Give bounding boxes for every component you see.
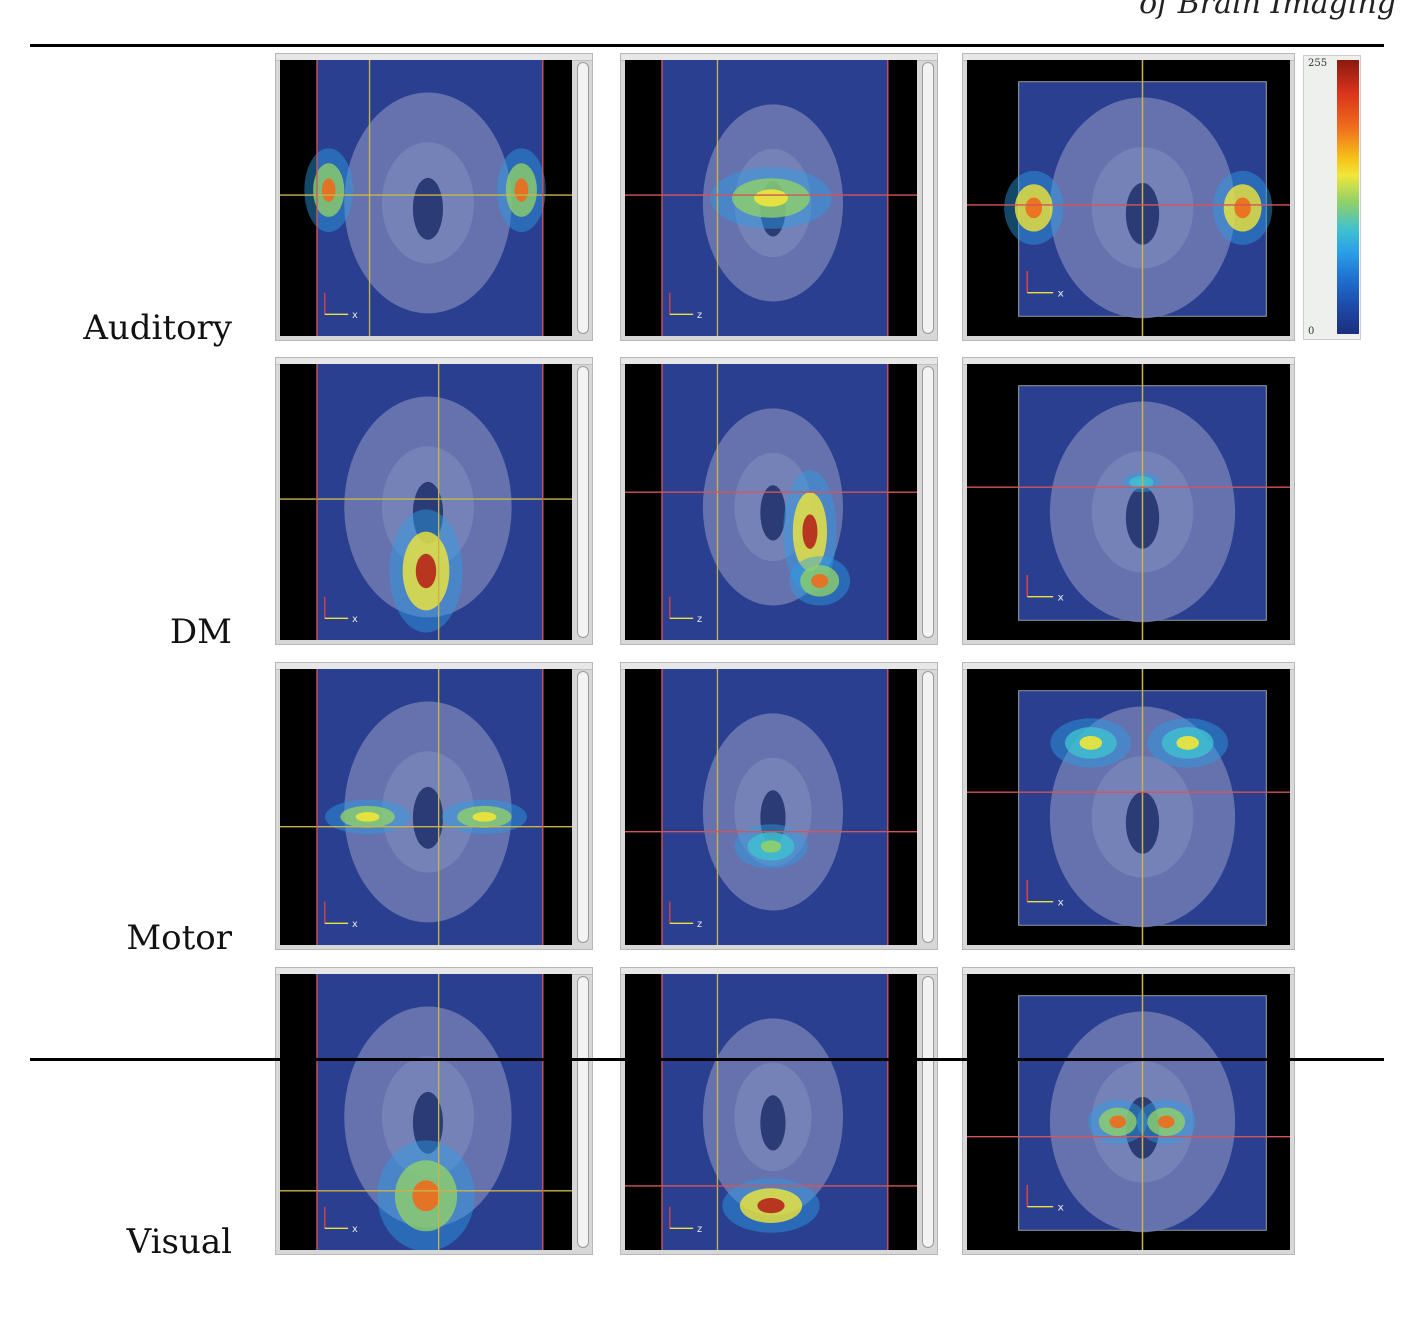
coronal-slice-view[interactable]: x: [967, 669, 1290, 945]
axial-slice-image: x: [280, 974, 572, 1250]
activation-core: [514, 178, 529, 202]
coronal-slice-view[interactable]: x: [967, 974, 1290, 1250]
coronal-view-panel: x: [962, 662, 1295, 950]
sagittal-slice-view[interactable]: z: [625, 669, 917, 945]
row-label-auditory: Auditory: [83, 308, 232, 348]
orientation-axis-label: x: [352, 919, 358, 930]
axial-slice-image: x: [280, 364, 572, 640]
orientation-axis-label: x: [1057, 592, 1063, 603]
row-label-visual: Visual: [126, 1222, 232, 1262]
activation-core: [1234, 197, 1251, 219]
axial-slice-view[interactable]: x: [280, 974, 572, 1250]
ventricle: [412, 481, 444, 544]
sagittal-slice-view[interactable]: z: [625, 974, 917, 1250]
sagittal-view-panel: z: [620, 967, 938, 1255]
activation-core: [753, 189, 789, 207]
activation-core: [1079, 736, 1103, 750]
row-label-dm: DM: [169, 612, 232, 652]
sagittal-slice-image: z: [625, 669, 917, 945]
image-row-dm: x z x: [275, 357, 1295, 645]
ventricle: [760, 485, 786, 541]
activation-core: [760, 840, 782, 853]
coronal-slice-view[interactable]: x: [967, 60, 1290, 336]
slice-scrollbar[interactable]: [922, 671, 934, 943]
bottom-rule: [30, 1058, 1384, 1061]
ventricle: [412, 1091, 444, 1154]
coronal-slice-image: x: [967, 60, 1290, 336]
orientation-axis-label: x: [1057, 288, 1063, 299]
coronal-slice-image: x: [967, 669, 1290, 945]
slice-scrollbar[interactable]: [577, 671, 589, 943]
axial-view-panel: x: [275, 53, 593, 341]
sagittal-slice-image: z: [625, 974, 917, 1250]
coronal-slice-image: x: [967, 974, 1290, 1250]
axial-slice-view[interactable]: x: [280, 364, 572, 640]
orientation-axis-label: x: [352, 1224, 358, 1235]
slice-scrollbar[interactable]: [577, 366, 589, 638]
orientation-axis-label: z: [697, 919, 702, 930]
slice-scrollbar[interactable]: [922, 976, 934, 1248]
sagittal-view-panel: z: [620, 53, 938, 341]
colorbar-gradient: [1337, 60, 1359, 334]
slice-scrollbar[interactable]: [577, 976, 589, 1248]
coronal-view-panel: x: [962, 967, 1295, 1255]
axial-view-panel: x: [275, 662, 593, 950]
coronal-view-panel: x: [962, 53, 1295, 341]
orientation-axis-label: z: [697, 614, 702, 625]
colorbar-min-label: 0: [1308, 326, 1315, 337]
axial-view-panel: x: [275, 357, 593, 645]
colorbar: 255 0: [1303, 55, 1361, 340]
coronal-slice-view[interactable]: x: [967, 364, 1290, 640]
activation-core: [1025, 197, 1043, 219]
axial-slice-image: x: [280, 60, 572, 336]
slice-scrollbar[interactable]: [577, 62, 589, 334]
activation-core: [1157, 1115, 1175, 1129]
sagittal-slice-view[interactable]: z: [625, 364, 917, 640]
axial-slice-image: x: [280, 669, 572, 945]
axial-slice-view[interactable]: x: [280, 60, 572, 336]
sagittal-slice-image: z: [625, 364, 917, 640]
activation-core: [415, 553, 437, 589]
orientation-axis-label: x: [1057, 1202, 1063, 1213]
activation-core: [1109, 1115, 1127, 1129]
sagittal-view-panel: z: [620, 662, 938, 950]
image-row-visual: x z x: [275, 967, 1295, 1255]
orientation-axis-label: x: [352, 614, 358, 625]
activation-core: [472, 812, 497, 822]
orientation-axis-label: x: [352, 310, 358, 321]
image-row-motor: x z x: [275, 662, 1295, 950]
activation-core: [802, 514, 818, 549]
activation-core: [757, 1198, 785, 1214]
activation-core: [1136, 479, 1147, 486]
ventricle: [760, 1095, 786, 1151]
slice-scrollbar[interactable]: [922, 366, 934, 638]
coronal-slice-image: x: [967, 364, 1290, 640]
orientation-axis-label: x: [1057, 897, 1063, 908]
colorbar-max-label: 255: [1308, 58, 1328, 69]
axial-view-panel: x: [275, 967, 593, 1255]
ventricle: [412, 786, 444, 849]
orientation-axis-label: z: [697, 1224, 702, 1235]
top-rule: [30, 44, 1384, 47]
activation-core: [412, 1180, 440, 1212]
orientation-axis-label: z: [697, 310, 702, 321]
sagittal-slice-image: z: [625, 60, 917, 336]
activation-core: [811, 573, 829, 588]
activation-core: [321, 178, 336, 202]
sagittal-slice-view[interactable]: z: [625, 60, 917, 336]
slice-scrollbar[interactable]: [922, 62, 934, 334]
sagittal-view-panel: z: [620, 357, 938, 645]
coronal-view-panel: x: [962, 357, 1295, 645]
row-label-motor: Motor: [126, 918, 232, 958]
activation-core: [1176, 736, 1200, 750]
axial-slice-view[interactable]: x: [280, 669, 572, 945]
ventricle: [412, 177, 444, 240]
image-row-auditory: x z x: [275, 53, 1295, 341]
activation-core: [355, 812, 380, 822]
page-header-text: of Brain Imaging: [1139, 0, 1396, 21]
